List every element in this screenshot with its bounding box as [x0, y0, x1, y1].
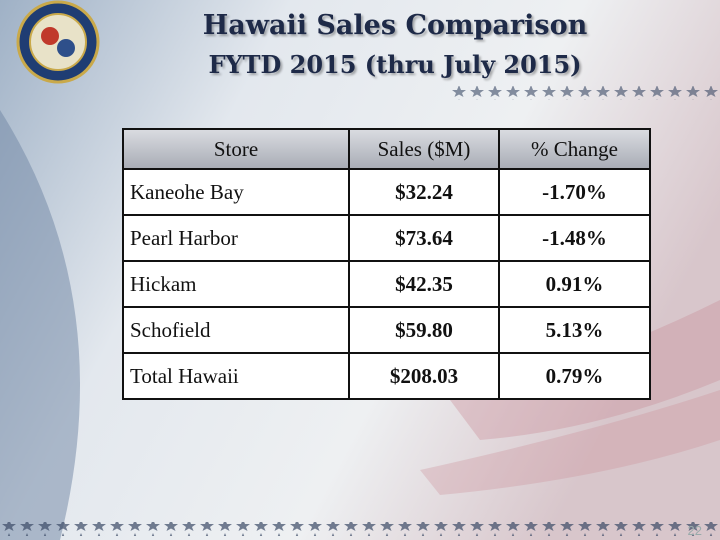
emblem	[16, 0, 100, 84]
column-header: % Change	[498, 128, 651, 170]
value-cell: -1.70%	[498, 168, 651, 216]
store-cell: Pearl Harbor	[122, 214, 350, 262]
column-header: Store	[122, 128, 350, 170]
star-row	[450, 86, 720, 100]
table-row: Schofield $59.80 5.13%	[122, 306, 651, 354]
title: Hawaii Sales Comparison	[202, 10, 588, 41]
value-cell: 0.79%	[498, 352, 651, 400]
subtitle: FYTD 2015 (thru July 2015)	[208, 50, 582, 79]
table-header: Store Sales ($M)% Change	[122, 128, 651, 170]
swoosh	[0, 110, 80, 540]
value-cell: 5.13%	[498, 306, 651, 354]
table-row: Pearl Harbor $73.64 -1.48%	[122, 214, 651, 262]
value-cell: -1.48%	[498, 214, 651, 262]
value-cell: 0.91%	[498, 260, 651, 308]
store-cell: Hickam	[122, 260, 350, 308]
value-cell: $32.24	[348, 168, 500, 216]
sales-table: Store Sales ($M)% Change Kaneohe Bay $32.2…	[122, 128, 651, 400]
value-cell: $208.03	[348, 352, 500, 400]
value-cell: $59.80	[348, 306, 500, 354]
table-row: Hickam $42.35 0.91%	[122, 260, 651, 308]
slide-number: 22	[687, 523, 702, 538]
star-row	[0, 522, 720, 536]
table-row: Total Hawaii $208.03 0.79%	[122, 352, 651, 400]
table-row: Kaneohe Bay $32.24 -1.70%	[122, 168, 651, 216]
column-header: Sales ($M)	[348, 128, 500, 170]
value-cell: $73.64	[348, 214, 500, 262]
store-cell: Total Hawaii	[122, 352, 350, 400]
header-row: Store Sales ($M)% Change	[122, 128, 651, 170]
stripe	[420, 390, 720, 495]
value-cell: $42.35	[348, 260, 500, 308]
store-cell: Kaneohe Bay	[122, 168, 350, 216]
table-body: Kaneohe Bay $32.24 -1.70% Pearl Harbor $73.6…	[122, 168, 651, 400]
store-cell: Schofield	[122, 306, 350, 354]
